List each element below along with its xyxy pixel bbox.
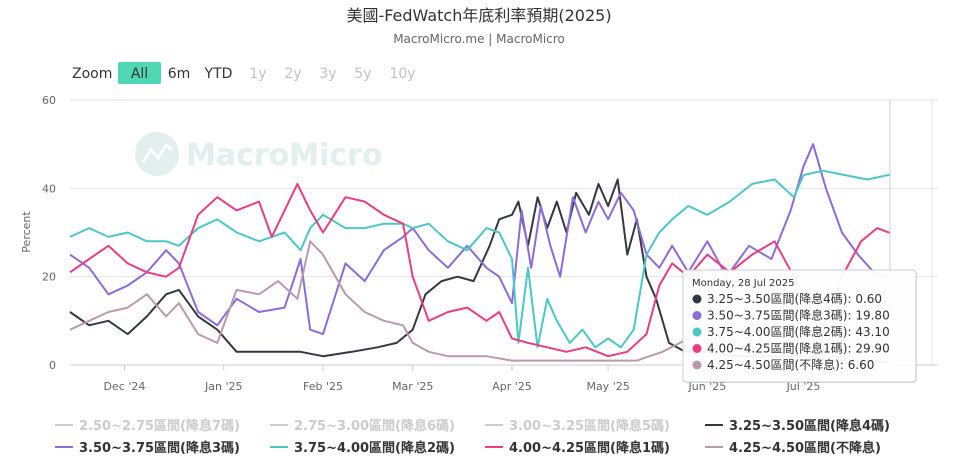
watermark-text: MacroMicro [186, 138, 383, 173]
series-line-6[interactable] [69, 182, 891, 358]
y-tick-label-0: 0 [49, 359, 56, 372]
tooltip-marker-2 [692, 327, 702, 337]
y-tick-label-60: 60 [42, 94, 56, 107]
tooltip-marker-4 [692, 360, 702, 370]
tooltip-date: Monday, 28 Jul 2025 [692, 278, 794, 289]
watermark-trend-icon [141, 142, 173, 163]
zoom-button-bg-All [118, 62, 161, 84]
tooltip: Monday, 28 Jul 2025 3.25~3.50區間(降息4碼): 0.… [682, 269, 917, 383]
zoom-button-5y: 5y [354, 66, 371, 82]
chart-title: 美國-FedWatch年底利率預期(2025) [346, 6, 611, 25]
x-tick-label: Mar '25 [392, 380, 433, 393]
tooltip-marker-3 [692, 344, 702, 353]
zoom-button-All[interactable]: All [131, 66, 148, 82]
chart-subtitle: MacroMicro.me | MacroMicro [393, 32, 565, 46]
tooltip-box [682, 269, 917, 383]
tooltip-marker-1 [692, 311, 702, 320]
y-tick-label-40: 40 [42, 182, 56, 195]
x-tick-label: Dec '24 [104, 380, 146, 393]
y-axis-title: Percent [20, 211, 33, 253]
zoom-label: Zoom [72, 66, 112, 82]
tooltip-marker-0 [692, 294, 702, 304]
x-tick-label: Jun '25 [688, 380, 727, 393]
tooltip-row-3: 4.00~4.25區間(降息1碼): 29.90 [707, 341, 890, 356]
zoom-button-1y: 1y [249, 66, 266, 82]
legend-item-5[interactable]: 3.75~4.00區間(降息2碼) [294, 440, 455, 456]
legend-item-4[interactable]: 3.50~3.75區間(降息3碼) [79, 440, 240, 456]
zoom-range-selector: Zoom All 6m YTD 1y 2y 3y 5y 10y [72, 62, 416, 84]
tooltip-row-4: 4.25~4.50區間(不降息): 6.60 [707, 357, 874, 372]
y-axis: 0 20 40 60 [42, 94, 56, 372]
zoom-button-YTD[interactable]: YTD [204, 66, 233, 82]
legend-item-2[interactable]: 3.00~3.25區間(降息5碼) [509, 418, 670, 434]
x-axis: Dec '24 Jan '25 Feb '25 Mar '25 Apr '25 May '… [70, 364, 938, 393]
tooltip-row-2: 3.75~4.00區間(降息2碼): 43.10 [707, 324, 890, 339]
x-tick-label: May '25 [586, 380, 629, 393]
zoom-button-10y: 10y [389, 66, 415, 82]
series-line-3[interactable] [69, 178, 891, 364]
series-line-5[interactable] [69, 169, 891, 349]
legend-item-7[interactable]: 4.25~4.50區間(不降息) [729, 440, 881, 456]
legend-item-0[interactable]: 2.50~2.75區間(降息7碼) [79, 418, 240, 434]
x-tick-label: Feb '25 [303, 380, 343, 393]
zoom-button-3y: 3y [319, 66, 336, 82]
x-tick-label: Apr '25 [492, 380, 532, 393]
zoom-button-6m[interactable]: 6m [168, 66, 191, 82]
x-tick-label: Jan '25 [204, 380, 242, 393]
y-tick-label-20: 20 [42, 271, 56, 284]
tooltip-row-0: 3.25~3.50區間(降息4碼): 0.60 [707, 291, 882, 306]
legend: 2.50~2.75區間(降息7碼) 2.75~3.00區間(降息6碼) 3.00~3… [55, 418, 890, 456]
legend-item-1[interactable]: 2.75~3.00區間(降息6碼) [294, 418, 455, 434]
watermark: MacroMicro [135, 132, 383, 176]
watermark-logo-icon [135, 132, 179, 176]
zoom-button-2y: 2y [284, 66, 301, 82]
x-tick-label: Jul '25 [786, 380, 821, 393]
legend-item-3[interactable]: 3.25~3.50區間(降息4碼) [729, 418, 890, 434]
legend-item-6[interactable]: 4.00~4.25區間(降息1碼) [509, 440, 670, 456]
tooltip-row-1: 3.50~3.75區間(降息3碼): 19.80 [707, 308, 890, 323]
